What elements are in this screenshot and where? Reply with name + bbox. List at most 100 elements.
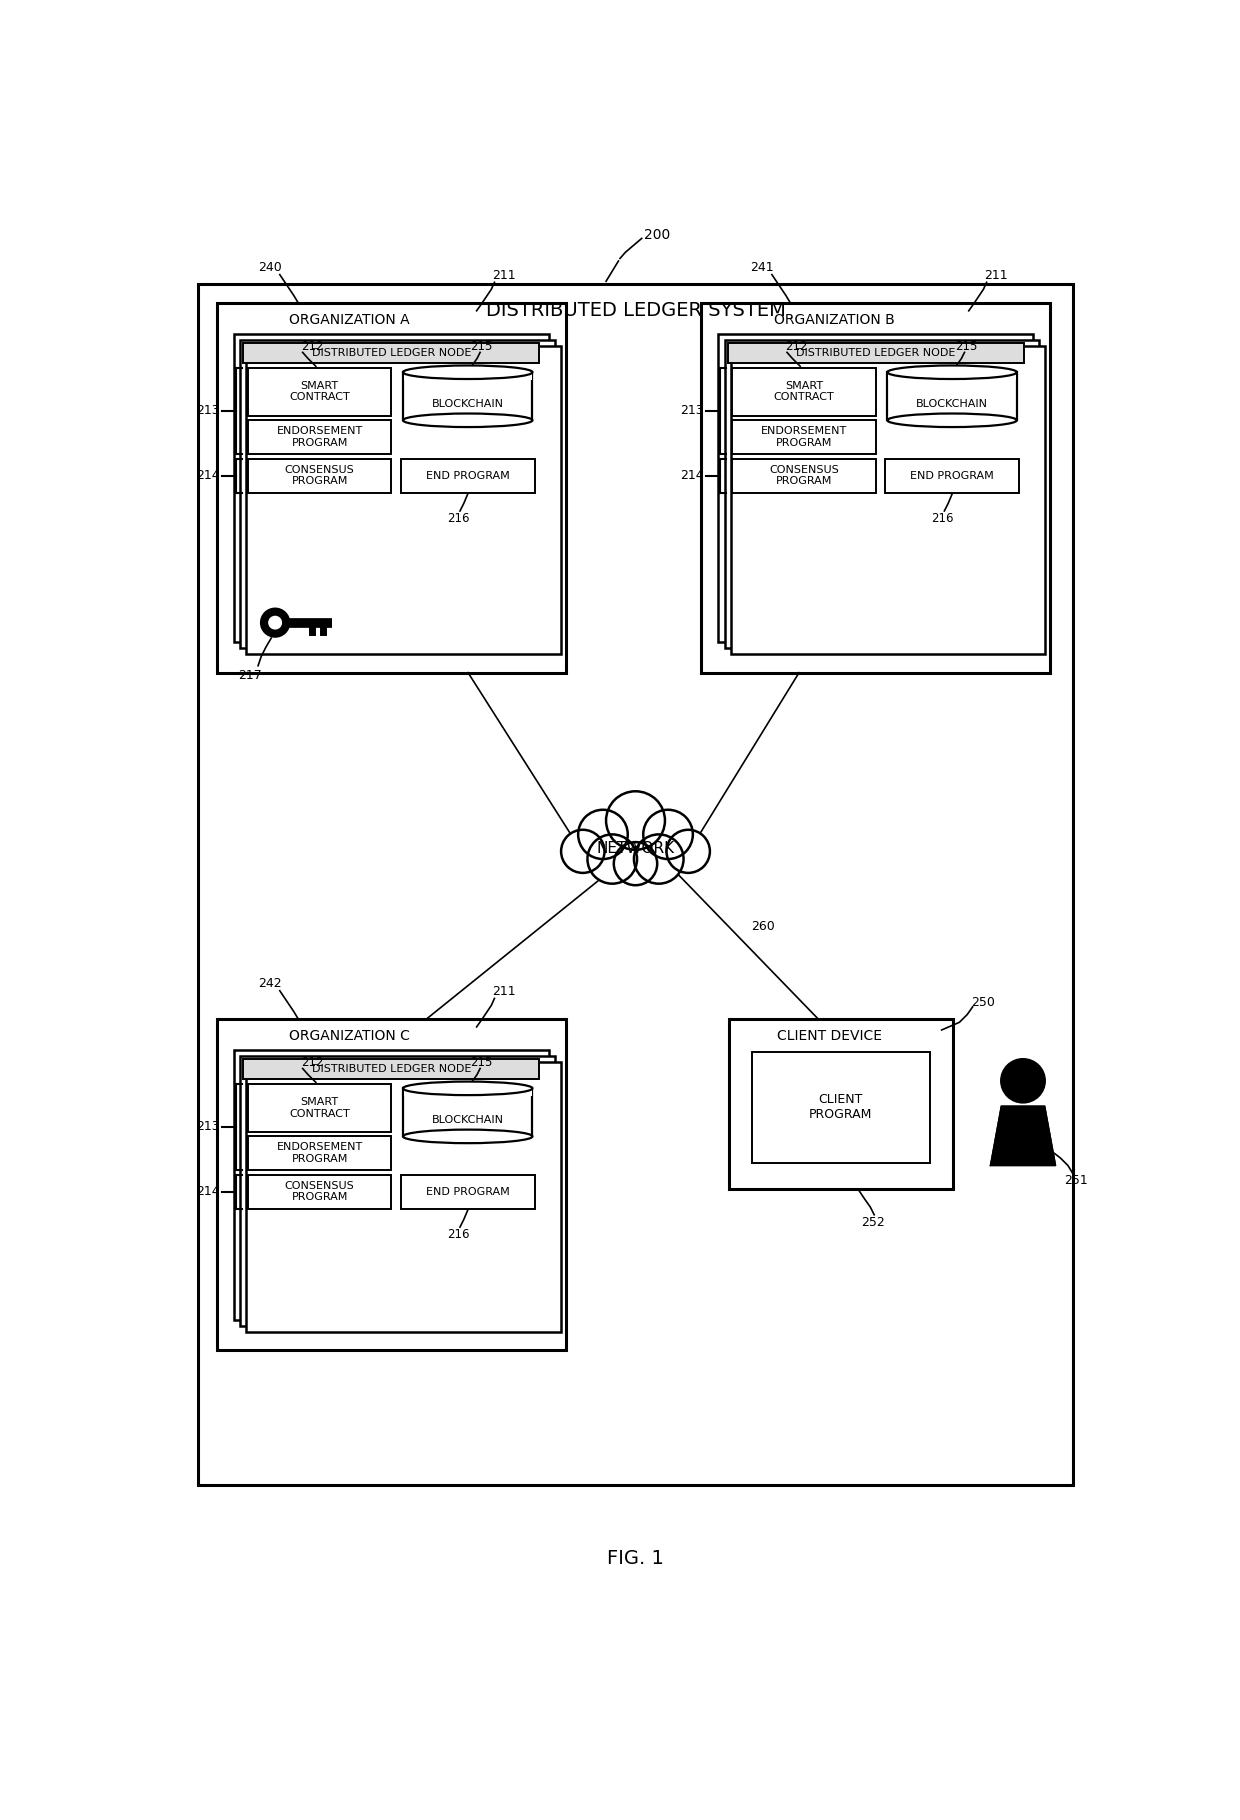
Circle shape (269, 617, 281, 630)
Text: END PROGRAM: END PROGRAM (910, 471, 994, 480)
Text: ENDORSEMENT
PROGRAM: ENDORSEMENT PROGRAM (277, 426, 363, 448)
Text: 212: 212 (300, 1056, 324, 1068)
Bar (730, 346, 1045, 653)
Text: 216: 216 (448, 1228, 470, 1241)
Text: 213: 213 (196, 1121, 219, 1134)
Text: CLIENT
PROGRAM: CLIENT PROGRAM (810, 1094, 873, 1121)
Text: 211: 211 (492, 269, 516, 282)
Text: ORGANIZATION A: ORGANIZATION A (289, 313, 410, 328)
Text: 252: 252 (861, 1216, 884, 1228)
Text: DISTRIBUTED LEDGER NODE: DISTRIBUTED LEDGER NODE (796, 348, 956, 359)
Text: FIG. 1: FIG. 1 (608, 1549, 663, 1567)
Bar (733, 420, 875, 453)
Text: ENDORSEMENT
PROGRAM: ENDORSEMENT PROGRAM (761, 426, 847, 448)
Bar (724, 340, 1039, 648)
Bar (234, 1050, 549, 1320)
Circle shape (560, 830, 605, 874)
Bar (733, 368, 875, 415)
Bar (241, 1056, 556, 1325)
Bar (733, 459, 875, 493)
Bar (248, 420, 392, 453)
Text: CONSENSUS
PROGRAM: CONSENSUS PROGRAM (285, 1181, 355, 1203)
Ellipse shape (888, 366, 1017, 379)
Text: 213: 213 (681, 404, 704, 417)
Text: 215: 215 (955, 340, 977, 353)
Bar (404, 1088, 532, 1096)
Bar (702, 304, 1050, 673)
Bar (217, 1019, 565, 1350)
Text: 216: 216 (448, 511, 470, 526)
Text: ENDORSEMENT
PROGRAM: ENDORSEMENT PROGRAM (277, 1143, 363, 1165)
Circle shape (262, 610, 289, 637)
Text: 200: 200 (644, 228, 671, 242)
Text: BLOCKCHAIN: BLOCKCHAIN (432, 1116, 503, 1125)
Bar (403, 373, 532, 420)
Text: 212: 212 (785, 340, 807, 353)
Text: 217: 217 (238, 668, 262, 681)
Text: 214: 214 (681, 470, 704, 482)
Bar (248, 368, 392, 415)
Text: SMART
CONTRACT: SMART CONTRACT (289, 380, 350, 402)
Bar (403, 1088, 532, 1136)
Bar (401, 1174, 534, 1208)
Circle shape (578, 810, 627, 859)
Text: SMART
CONTRACT: SMART CONTRACT (289, 1097, 350, 1119)
Ellipse shape (403, 366, 532, 379)
Bar (248, 459, 392, 493)
Text: 215: 215 (470, 340, 492, 353)
Text: 240: 240 (258, 262, 281, 275)
Text: END PROGRAM: END PROGRAM (425, 471, 510, 480)
Ellipse shape (403, 1130, 532, 1143)
Text: ORGANIZATION B: ORGANIZATION B (774, 313, 894, 328)
Text: BLOCKCHAIN: BLOCKCHAIN (432, 399, 503, 410)
Circle shape (614, 843, 657, 885)
Bar (728, 344, 1024, 364)
Text: 251: 251 (1064, 1174, 1087, 1187)
Circle shape (1002, 1059, 1044, 1103)
Bar (404, 371, 532, 380)
Text: END PROGRAM: END PROGRAM (425, 1187, 510, 1198)
Text: 241: 241 (750, 262, 774, 275)
Circle shape (634, 834, 683, 885)
Text: DISTRIBUTED LEDGER NODE: DISTRIBUTED LEDGER NODE (311, 348, 471, 359)
Text: 215: 215 (470, 1056, 492, 1068)
Bar (243, 1059, 539, 1079)
Text: 214: 214 (196, 1185, 219, 1198)
Bar (248, 1085, 392, 1132)
Circle shape (606, 792, 665, 850)
Bar (197, 284, 1074, 1485)
Text: 242: 242 (258, 977, 281, 990)
Text: DISTRIBUTED LEDGER SYSTEM: DISTRIBUTED LEDGER SYSTEM (486, 302, 785, 320)
Text: ORGANIZATION C: ORGANIZATION C (289, 1028, 410, 1043)
Text: BLOCKCHAIN: BLOCKCHAIN (916, 399, 988, 410)
Bar (888, 371, 1017, 380)
Text: 260: 260 (751, 921, 775, 934)
Text: 214: 214 (196, 470, 219, 482)
Text: 212: 212 (300, 340, 324, 353)
Text: 211: 211 (492, 985, 516, 997)
Bar (401, 459, 534, 493)
Text: SMART
CONTRACT: SMART CONTRACT (774, 380, 835, 402)
Bar (241, 340, 556, 648)
Bar (248, 1174, 392, 1208)
Bar (248, 1136, 392, 1170)
Polygon shape (991, 1107, 1055, 1165)
Text: DISTRIBUTED LEDGER NODE: DISTRIBUTED LEDGER NODE (311, 1065, 471, 1074)
Text: CLIENT DEVICE: CLIENT DEVICE (777, 1028, 882, 1043)
Bar (247, 346, 560, 653)
Bar (243, 344, 539, 364)
Text: 250: 250 (971, 996, 994, 1008)
Bar (888, 373, 1017, 420)
Bar (217, 304, 565, 673)
Bar (751, 1052, 930, 1163)
Bar (247, 1063, 560, 1332)
Ellipse shape (403, 413, 532, 428)
Circle shape (667, 830, 711, 874)
Ellipse shape (403, 1081, 532, 1096)
Bar (729, 1019, 954, 1188)
Ellipse shape (888, 413, 1017, 428)
Text: 211: 211 (985, 269, 1008, 282)
Bar (234, 333, 549, 642)
Text: 216: 216 (931, 511, 954, 526)
Circle shape (588, 834, 637, 885)
